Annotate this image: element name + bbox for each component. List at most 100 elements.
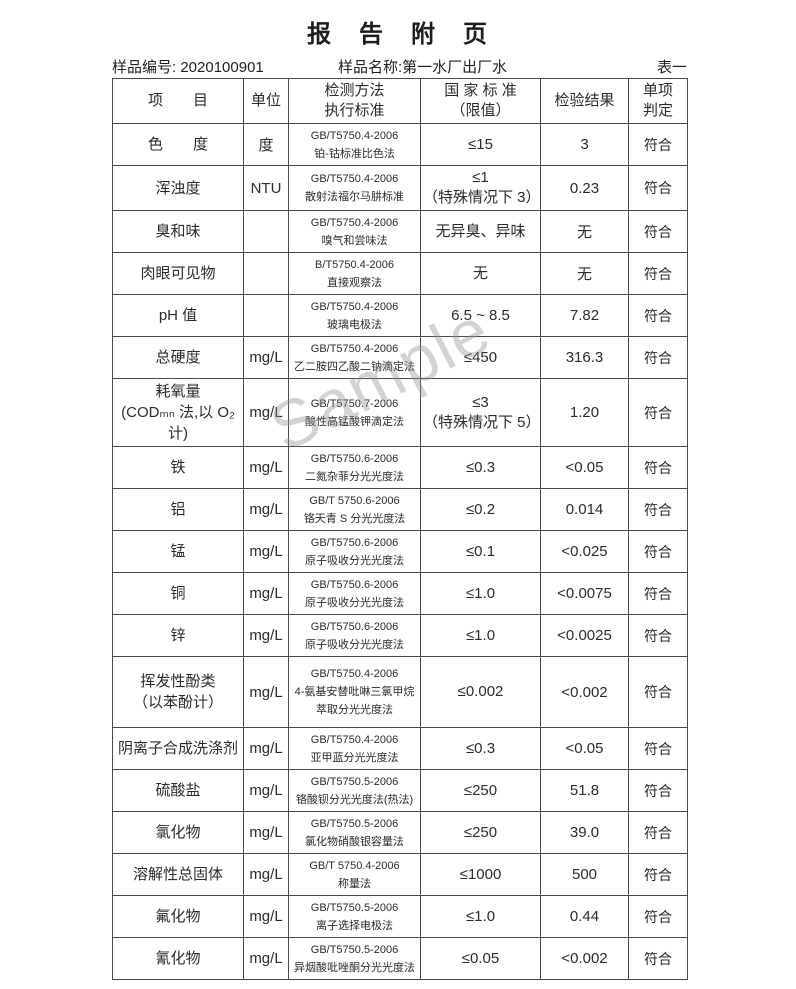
table-row: 阴离子合成洗涤剂 mg/L GB/T5750.4-2006 亚甲蓝分光光度法 ≤0.3 <… — [112, 727, 688, 770]
item-cell: 阴离子合成洗涤剂 — [112, 727, 244, 770]
result-cell: 7.82 — [540, 294, 629, 337]
item-cell: 锌 — [112, 614, 244, 657]
method-cell: GB/T5750.6-2006 原子吸收分光光度法 — [288, 614, 421, 657]
judgment-cell: 符合 — [628, 336, 688, 379]
sample-name-label: 样品名称: — [338, 59, 403, 76]
result-cell: <0.025 — [540, 530, 629, 573]
item-cell: 溶解性总固体 — [112, 853, 244, 896]
standard-cell: ≤0.2 — [420, 488, 541, 531]
method-cell: GB/T5750.4-2006 乙二胺四乙酸二钠滴定法 — [288, 336, 421, 379]
result-cell: 316.3 — [540, 336, 629, 379]
header-method-line2: 执行标准 — [324, 102, 385, 119]
unit-cell — [243, 210, 289, 253]
standard-cell: ≤0.3 — [420, 727, 541, 770]
standard-cell: ≤1.0 — [420, 572, 541, 615]
header-standard: 国 家 标 准 （限值） — [420, 78, 541, 124]
unit-cell: mg/L — [243, 895, 289, 938]
judgment-cell: 符合 — [628, 446, 688, 489]
standard-cell: ≤450 — [420, 336, 541, 379]
item-cell: 耗氧量 (CODₘₙ 法,以 O₂计) — [112, 378, 244, 447]
results-table-body: 色 度度 GB/T5750.4-2006 铂-钴标准比色法 ≤15 3 符合 浑浊度 NTU G… — [112, 123, 688, 980]
item-cell: pH 值 — [112, 294, 244, 337]
header-method: 检测方法 执行标准 — [288, 78, 421, 124]
unit-cell: mg/L — [243, 336, 289, 379]
judgment-cell: 符合 — [628, 895, 688, 938]
table-label: 表一 — [656, 59, 687, 76]
result-cell: <0.05 — [540, 727, 629, 770]
unit-cell: mg/L — [243, 530, 289, 573]
header-result: 检验结果 — [540, 78, 629, 124]
unit-cell: mg/L — [243, 614, 289, 657]
sample-number: 样品编号: 2020100901 — [112, 56, 264, 77]
standard-cell: ≤3 （特殊情况下 5） — [420, 378, 541, 447]
item-cell: 总硬度 — [112, 336, 244, 379]
method-cell: GB/T5750.6-2006 原子吸收分光光度法 — [288, 530, 421, 573]
judgment-cell: 符合 — [628, 937, 688, 980]
judgment-cell: 符合 — [628, 853, 688, 896]
standard-cell: ≤0.1 — [420, 530, 541, 573]
result-cell: 51.8 — [540, 769, 629, 812]
result-cell: <0.002 — [540, 937, 629, 980]
standard-cell: ≤0.05 — [420, 937, 541, 980]
method-cell: GB/T5750.4-2006 亚甲蓝分光光度法 — [288, 727, 421, 770]
standard-cell: ≤1 （特殊情况下 3） — [420, 165, 541, 211]
item-cell: 铜 — [112, 572, 244, 615]
table-row: 氰化物 mg/L GB/T5750.5-2006 异烟酸吡唑酮分光光度法 ≤0.05 <0… — [112, 937, 688, 980]
judgment-cell: 符合 — [628, 123, 688, 166]
judgment-cell: 符合 — [628, 727, 688, 770]
item-cell: 氟化物 — [112, 895, 244, 938]
method-cell: GB/T5750.6-2006 原子吸收分光光度法 — [288, 572, 421, 615]
table-row: 总硬度 mg/L GB/T5750.4-2006 乙二胺四乙酸二钠滴定法 ≤450 316… — [112, 336, 688, 379]
judgment-cell: 符合 — [628, 530, 688, 573]
table-row: 挥发性酚类 （以苯酚计） mg/L GB/T5750.4-2006 4-氨基安替吡啉三氯… — [112, 656, 688, 728]
result-cell: <0.002 — [540, 656, 629, 728]
standard-cell: 无 — [420, 252, 541, 295]
unit-cell: mg/L — [243, 656, 289, 728]
unit-cell: mg/L — [243, 937, 289, 980]
unit-cell: mg/L — [243, 446, 289, 489]
judgment-cell: 符合 — [628, 294, 688, 337]
unit-cell: 度 — [243, 123, 289, 166]
result-cell: 0.44 — [540, 895, 629, 938]
method-cell: GB/T 5750.6-2006 铬天青 S 分光光度法 — [288, 488, 421, 531]
result-cell: 0.014 — [540, 488, 629, 531]
judgment-cell: 符合 — [628, 572, 688, 615]
unit-cell: mg/L — [243, 572, 289, 615]
unit-cell: mg/L — [243, 811, 289, 854]
item-cell: 锰 — [112, 530, 244, 573]
judgment-cell: 符合 — [628, 488, 688, 531]
item-cell: 挥发性酚类 （以苯酚计） — [112, 656, 244, 728]
method-cell: GB/T5750.5-2006 氯化物硝酸银容量法 — [288, 811, 421, 854]
method-cell: GB/T5750.5-2006 离子选择电极法 — [288, 895, 421, 938]
sample-number-label: 样品编号: — [112, 59, 177, 76]
method-cell: GB/T5750.4-2006 4-氨基安替吡啉三氯甲烷 萃取分光光度法 — [288, 656, 421, 728]
table-row: 肉眼可见物 B/T5750.4-2006 直接观察法无无符合 — [112, 252, 688, 295]
item-cell: 臭和味 — [112, 210, 244, 253]
result-cell: 500 — [540, 853, 629, 896]
table-row: 浑浊度 NTU GB/T5750.4-2006 散射法福尔马肼标准 ≤1 （特殊情况下 3… — [112, 165, 688, 211]
item-cell: 铝 — [112, 488, 244, 531]
unit-cell: mg/L — [243, 853, 289, 896]
header-unit: 单位 — [243, 78, 289, 124]
header-method-line1: 检测方法 — [324, 82, 385, 99]
standard-cell: ≤250 — [420, 811, 541, 854]
judgment-cell: 符合 — [628, 252, 688, 295]
page-title: 报 告 附 页 — [307, 21, 489, 48]
item-cell: 硫酸盐 — [112, 769, 244, 812]
standard-cell: ≤0.002 — [420, 656, 541, 728]
table-row: 臭和味 GB/T5750.4-2006 嗅气和尝味法 无异臭、异味无符合 — [112, 210, 688, 253]
method-cell: GB/T5750.5-2006 铬酸钡分光光度法(热法) — [288, 769, 421, 812]
judgment-cell: 符合 — [628, 811, 688, 854]
unit-cell: mg/L — [243, 769, 289, 812]
standard-cell: 无异臭、异味 — [420, 210, 541, 253]
result-cell: 1.20 — [540, 378, 629, 447]
standard-cell: ≤1000 — [420, 853, 541, 896]
table-row: pH 值 GB/T5750.4-2006 玻璃电极法 6.5 ~ 8.5 7.82 符合 — [112, 294, 688, 337]
unit-cell: mg/L — [243, 727, 289, 770]
result-cell: 39.0 — [540, 811, 629, 854]
judgment-cell: 符合 — [628, 656, 688, 728]
unit-cell — [243, 252, 289, 295]
judgment-cell: 符合 — [628, 165, 688, 211]
table-row: 色 度度 GB/T5750.4-2006 铂-钴标准比色法 ≤15 3 符合 — [112, 123, 688, 166]
